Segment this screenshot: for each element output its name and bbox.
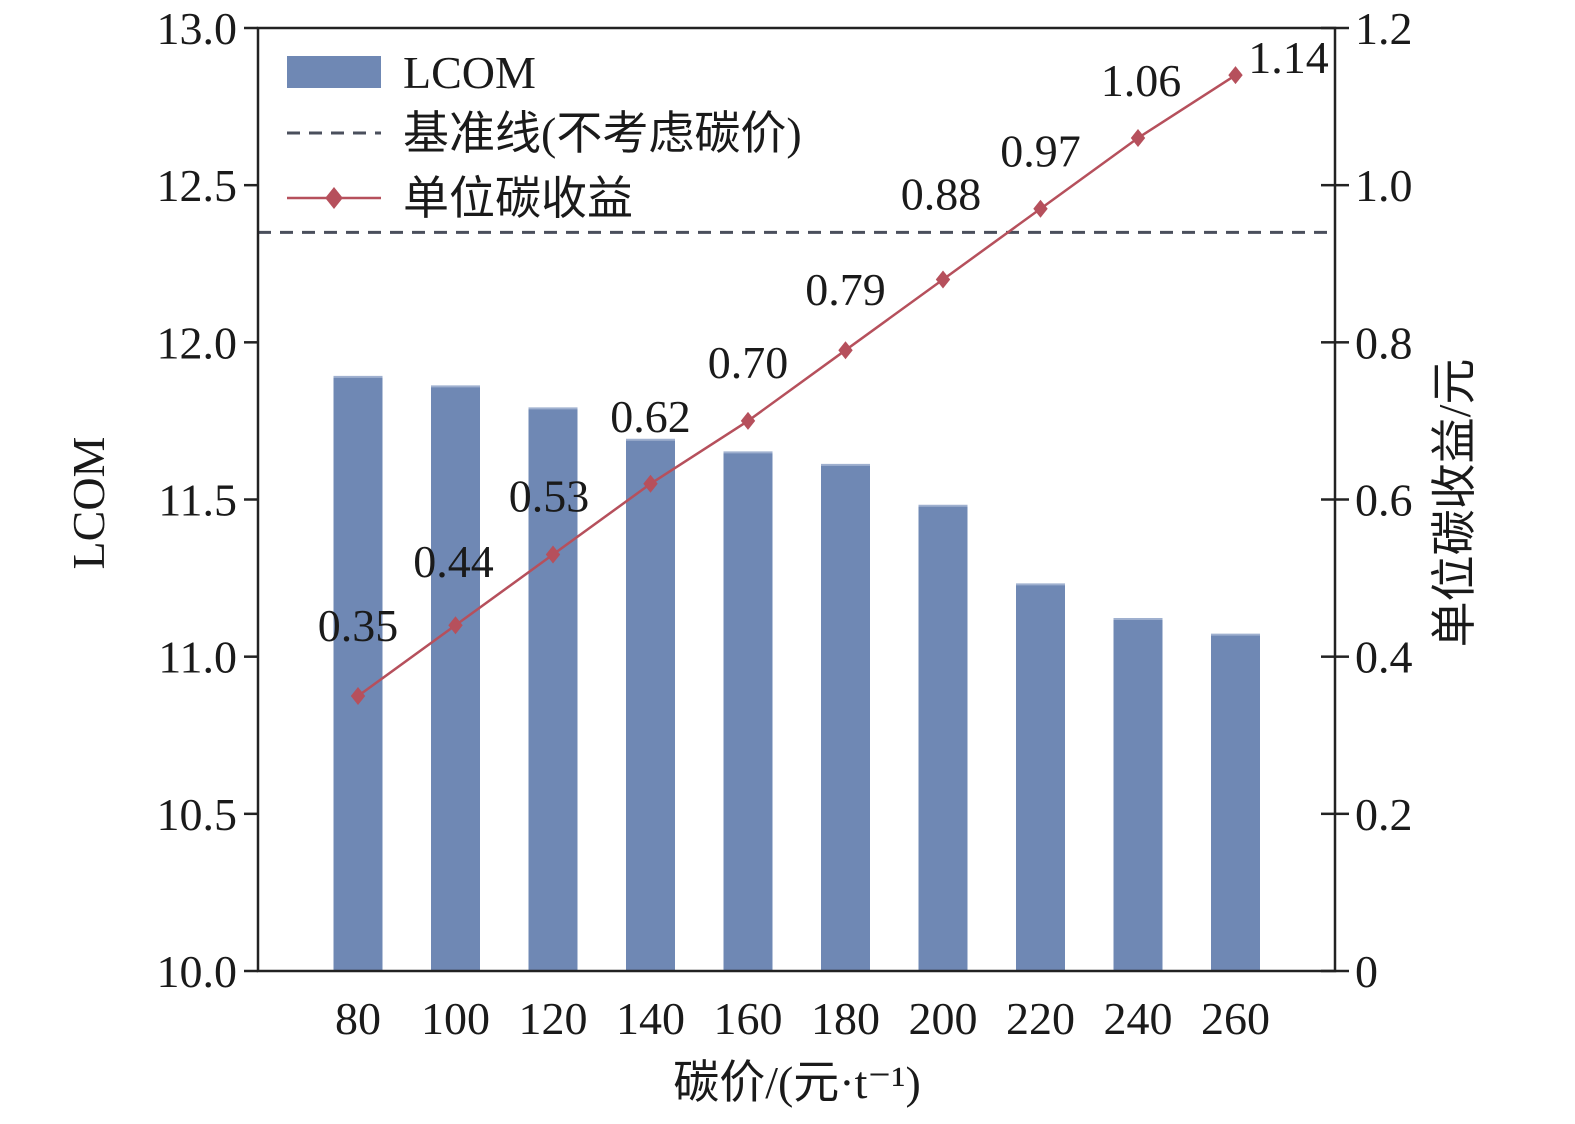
revenue-data-label: 0.88 (901, 168, 982, 219)
revenue-data-label: 0.53 (509, 471, 590, 522)
revenue-data-label: 0.35 (318, 600, 399, 651)
revenue-marker-120 (545, 545, 561, 564)
left-tick-label: 13.0 (157, 3, 238, 54)
left-tick-label: 11.0 (158, 632, 237, 683)
carbon-revenue-line-layer: 0.35 0.44 0.53 0.62 0.70 0.79 0.88 0.97 1.06 1.14 (318, 32, 1329, 705)
x-tick-label: 260 (1201, 993, 1270, 1044)
left-tick-label: 10.5 (157, 789, 238, 840)
left-tick-label: 12.5 (157, 160, 238, 211)
right-tick-label: 1.2 (1355, 3, 1413, 54)
bar-120 (528, 408, 578, 971)
x-tick-label: 120 (519, 993, 588, 1044)
revenue-marker-240 (1130, 129, 1146, 148)
revenue-marker-200 (935, 270, 951, 289)
legend-label-revenue: 单位碳收益 (403, 173, 633, 224)
left-tick-label: 11.5 (158, 475, 237, 526)
left-tick-label: 10.0 (157, 946, 238, 997)
right-tick-label: 0.8 (1355, 317, 1413, 368)
plot-frame (256, 26, 1337, 973)
bar-80 (333, 376, 383, 971)
left-tick-label: 12.0 (157, 317, 238, 368)
left-y-axis: 10.0 10.5 11.0 11.5 12.0 12.5 13.0 (157, 3, 258, 997)
bar-180 (821, 464, 870, 971)
x-tick-label: 80 (335, 993, 381, 1044)
plot-border (256, 26, 1337, 973)
legend-label-baseline: 基准线(不考虑碳价) (403, 108, 802, 159)
x-tick-label: 140 (616, 993, 685, 1044)
revenue-marker-220 (1033, 199, 1048, 218)
y2-axis-title: 单位碳收益/元 (1429, 359, 1480, 648)
x-tick-label: 160 (714, 993, 783, 1044)
x-axis: 80 100 120 140 160 180 200 220 240 260 (335, 993, 1270, 1044)
carbon-revenue-line (357, 74, 1237, 697)
bar-260 (1211, 634, 1260, 971)
revenue-marker-80 (350, 686, 366, 705)
right-tick-label: 0.2 (1355, 789, 1413, 840)
bar-240 (1113, 618, 1163, 971)
legend-label-lcom: LCOM (403, 47, 536, 98)
bar-200 (918, 505, 968, 971)
revenue-data-label: 1.14 (1248, 32, 1329, 83)
bar-100 (431, 386, 480, 972)
lcom-bars (333, 375, 1260, 972)
x-tick-label: 100 (421, 993, 490, 1044)
right-tick-label: 1.0 (1355, 160, 1413, 211)
revenue-marker-160 (740, 411, 756, 430)
revenue-marker-140 (643, 474, 658, 493)
bar-140 (626, 439, 675, 971)
revenue-data-label: 0.79 (805, 264, 886, 315)
revenue-marker-180 (838, 341, 853, 360)
x-tick-label: 240 (1104, 993, 1173, 1044)
legend-swatch-diamond (325, 187, 343, 209)
revenue-marker-100 (448, 616, 463, 635)
revenue-marker-260 (1228, 66, 1243, 85)
legend-swatch-bar (287, 56, 381, 88)
bar-220 (1016, 584, 1065, 971)
revenue-data-label: 0.97 (1000, 126, 1081, 177)
x-axis-title: 碳价/(元·t⁻¹) (673, 1057, 921, 1108)
revenue-data-label: 0.70 (708, 337, 789, 388)
right-tick-label: 0 (1355, 946, 1378, 997)
y-axis-title: LCOM (63, 437, 114, 570)
x-tick-label: 180 (811, 993, 880, 1044)
right-tick-label: 0.6 (1355, 475, 1413, 526)
bar-160 (723, 452, 773, 972)
x-tick-label: 200 (909, 993, 978, 1044)
revenue-data-label: 0.44 (413, 536, 494, 587)
legend: LCOM 基准线(不考虑碳价) 单位碳收益 (287, 47, 802, 224)
revenue-data-label: 1.06 (1101, 55, 1182, 106)
right-y-axis: 0 0.2 0.4 0.6 0.8 1.0 1.2 (1321, 3, 1413, 997)
right-tick-label: 0.4 (1355, 632, 1413, 683)
revenue-data-label: 0.62 (610, 391, 691, 442)
x-tick-label: 220 (1006, 993, 1075, 1044)
